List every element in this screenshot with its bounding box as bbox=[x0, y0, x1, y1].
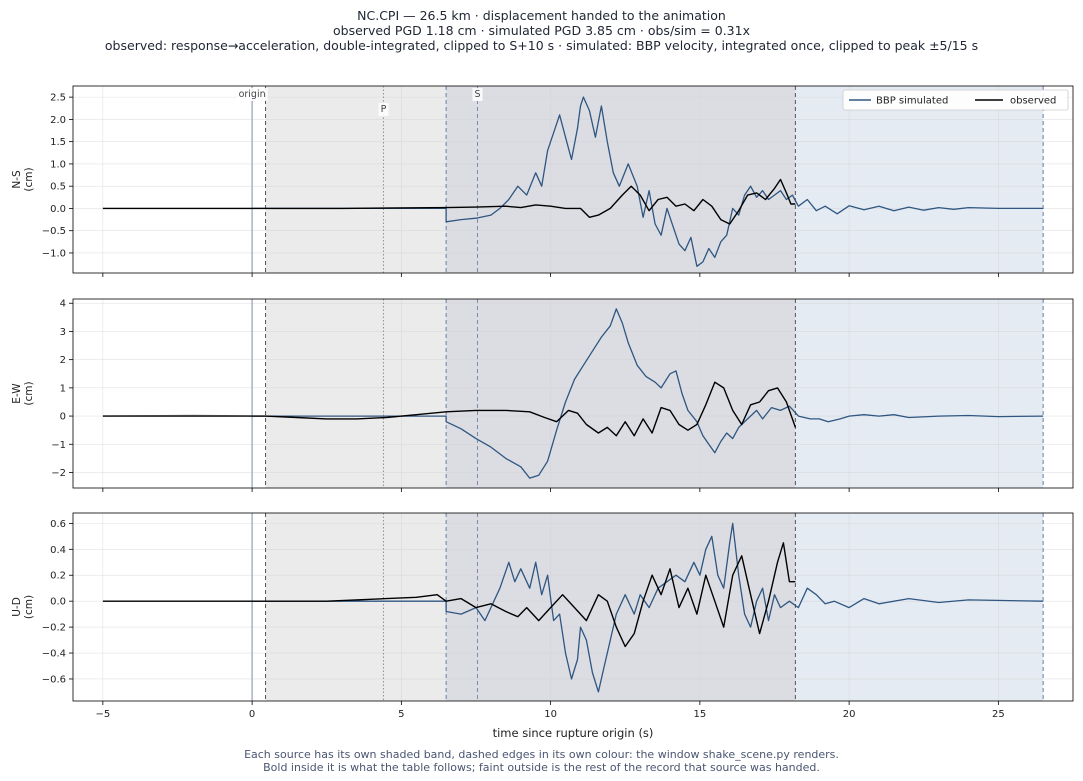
simulated-trace bbox=[252, 96, 1044, 267]
y-tick-label: 0.2 bbox=[50, 571, 66, 582]
axes-frame bbox=[72, 512, 1074, 702]
observed-window-band bbox=[265, 86, 447, 273]
p-arrival-label: P bbox=[381, 104, 387, 115]
s-arrival-label-bg bbox=[472, 88, 483, 101]
y-tick-label: −1.0 bbox=[42, 248, 66, 259]
x-tick-label: 20 bbox=[843, 709, 856, 720]
caption-line-1: Each source has its own shaded band, das… bbox=[244, 748, 839, 761]
traces bbox=[102, 96, 1044, 267]
traces bbox=[102, 308, 1044, 479]
y-tick-label: −0.4 bbox=[42, 649, 66, 660]
y-tick-label: 0.0 bbox=[50, 204, 66, 215]
observed-window-band bbox=[265, 299, 447, 488]
overlap-window-band bbox=[446, 299, 796, 488]
panel-3: −0.6 −0.4 −0.2 0.0 0.2 0.4 0.6 −5 0 5 10 15 20 25 U-D(… bbox=[11, 512, 1074, 720]
observed-trace bbox=[102, 542, 796, 648]
y-tick-label: −2 bbox=[51, 468, 66, 479]
y-axis-label-line: E-W bbox=[11, 383, 23, 404]
legend-observed-label: observed bbox=[1010, 96, 1056, 107]
observed-trace bbox=[102, 178, 796, 225]
y-axis-label: E-W(cm) bbox=[11, 381, 35, 405]
legend-simulated-label: BBP simulated bbox=[876, 96, 948, 107]
s-arrival-label: S bbox=[474, 89, 480, 100]
traces bbox=[102, 522, 1044, 693]
y-axis-label-line: (cm) bbox=[23, 595, 35, 619]
y-tick-label: 2.0 bbox=[50, 115, 66, 126]
chart-title-line-1: NC.CPI — 26.5 km · displacement handed t… bbox=[357, 8, 726, 23]
simulated-window-band bbox=[795, 86, 1044, 273]
y-tick-label: −0.2 bbox=[42, 623, 66, 634]
x-tick-label: 0 bbox=[249, 709, 255, 720]
overlap-window-band bbox=[446, 513, 796, 701]
y-tick-label: 0.5 bbox=[50, 182, 66, 193]
y-tick-label: 0 bbox=[60, 412, 66, 423]
origin-label: origin bbox=[239, 89, 266, 100]
y-tick-label: 1 bbox=[60, 383, 66, 394]
y-axis-label-line: (cm) bbox=[23, 381, 35, 405]
chart-title-line-3: observed: response→acceleration, double-… bbox=[104, 38, 979, 53]
panel-1: −1.0 −0.5 0.0 0.5 1.0 1.5 2.0 2.5 N-S(cm) origin P… bbox=[11, 85, 1074, 277]
y-tick-label: 0.0 bbox=[50, 597, 66, 608]
y-axis-label-line: U-D bbox=[11, 597, 23, 617]
legend-box bbox=[842, 89, 1069, 111]
axes-frame bbox=[72, 85, 1074, 274]
x-tick-label: 5 bbox=[398, 709, 404, 720]
y-axis-label: U-D(cm) bbox=[11, 595, 35, 619]
panel-2: −2 −1 0 1 2 3 4 E-W(cm) bbox=[11, 298, 1074, 492]
y-tick-label: 3 bbox=[60, 327, 66, 338]
y-tick-label: −1 bbox=[51, 440, 66, 451]
y-tick-label: −0.6 bbox=[42, 674, 66, 685]
y-tick-label: 0.6 bbox=[50, 519, 66, 530]
y-tick-label: 1.5 bbox=[50, 137, 66, 148]
simulated-trace bbox=[252, 308, 1044, 479]
axes-frame bbox=[72, 298, 1074, 489]
simulated-window-band bbox=[795, 513, 1044, 701]
y-tick-label: 2.5 bbox=[50, 93, 66, 104]
x-tick-label: 25 bbox=[992, 709, 1005, 720]
caption-line-2: Bold inside it is what the table follows… bbox=[263, 761, 820, 774]
y-tick-label: 0.4 bbox=[50, 545, 66, 556]
y-axis-label-line: (cm) bbox=[23, 167, 35, 191]
overlap-window-band bbox=[446, 86, 796, 273]
y-axis-label-line: N-S bbox=[11, 170, 23, 189]
y-tick-label: 4 bbox=[60, 299, 66, 310]
y-tick-label: 2 bbox=[60, 355, 66, 366]
x-tick-label: −5 bbox=[95, 709, 110, 720]
x-tick-label: 15 bbox=[693, 709, 706, 720]
observed-window-band bbox=[265, 513, 447, 701]
y-axis-label: N-S(cm) bbox=[11, 167, 35, 191]
chart-title-line-2: observed PGD 1.18 cm · simulated PGD 3.8… bbox=[333, 23, 750, 38]
simulated-window-band bbox=[795, 299, 1044, 488]
y-tick-label: 1.0 bbox=[50, 159, 66, 170]
x-axis-label: time since rupture origin (s) bbox=[493, 726, 654, 740]
y-tick-label: −0.5 bbox=[42, 226, 66, 237]
origin-label-bg bbox=[236, 88, 268, 101]
simulated-trace bbox=[252, 522, 1044, 693]
observed-trace bbox=[102, 381, 797, 437]
p-arrival-label-bg bbox=[378, 103, 389, 116]
x-tick-label: 10 bbox=[544, 709, 557, 720]
